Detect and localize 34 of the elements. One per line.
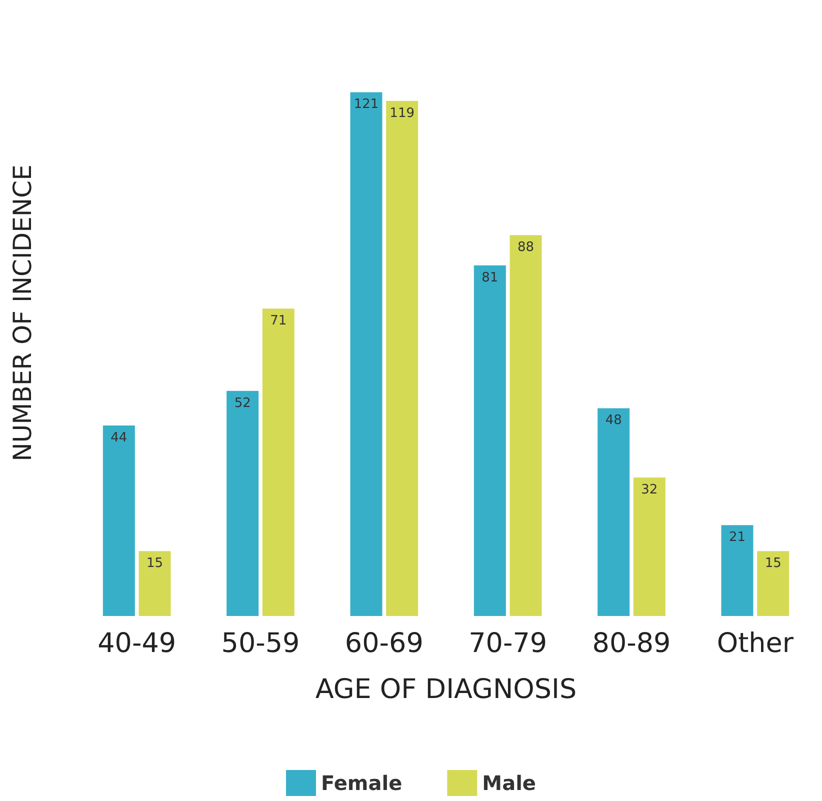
x-tick-label: 80-89 xyxy=(592,628,671,659)
x-axis-title: AGE OF DIAGNOSIS xyxy=(315,674,577,705)
data-label: 121 xyxy=(354,97,379,112)
bar xyxy=(598,408,630,616)
x-tick-label: 40-49 xyxy=(98,628,176,659)
bar xyxy=(757,551,790,616)
data-label: 21 xyxy=(728,530,746,546)
data-label: 71 xyxy=(270,314,287,329)
bar xyxy=(138,551,171,616)
bar xyxy=(102,426,135,616)
data-label: 15 xyxy=(146,556,164,572)
data-label: 48 xyxy=(605,413,622,428)
data-label: 81 xyxy=(482,270,498,286)
x-tick-label: Other xyxy=(716,628,794,659)
bar xyxy=(721,525,754,616)
bar xyxy=(510,235,542,616)
bar xyxy=(226,390,259,616)
bar xyxy=(350,92,382,616)
data-label: 88 xyxy=(517,240,534,256)
data-label: 119 xyxy=(390,106,414,121)
bar xyxy=(474,265,506,616)
data-label: 32 xyxy=(641,482,658,498)
x-tick-label: 70-79 xyxy=(468,628,548,659)
x-tick-label: 60-69 xyxy=(344,628,424,659)
y-axis-title: NUMBER OF INCIDENCE xyxy=(8,164,37,462)
legend-label: Female xyxy=(321,771,402,795)
data-label: 52 xyxy=(234,396,251,411)
x-tick-label: 50-59 xyxy=(221,628,300,659)
legend-label: Male xyxy=(482,771,536,795)
bar xyxy=(633,477,666,616)
bar xyxy=(262,308,294,616)
data-label: 44 xyxy=(110,430,128,446)
bar xyxy=(386,100,418,616)
data-label: 15 xyxy=(764,556,782,572)
